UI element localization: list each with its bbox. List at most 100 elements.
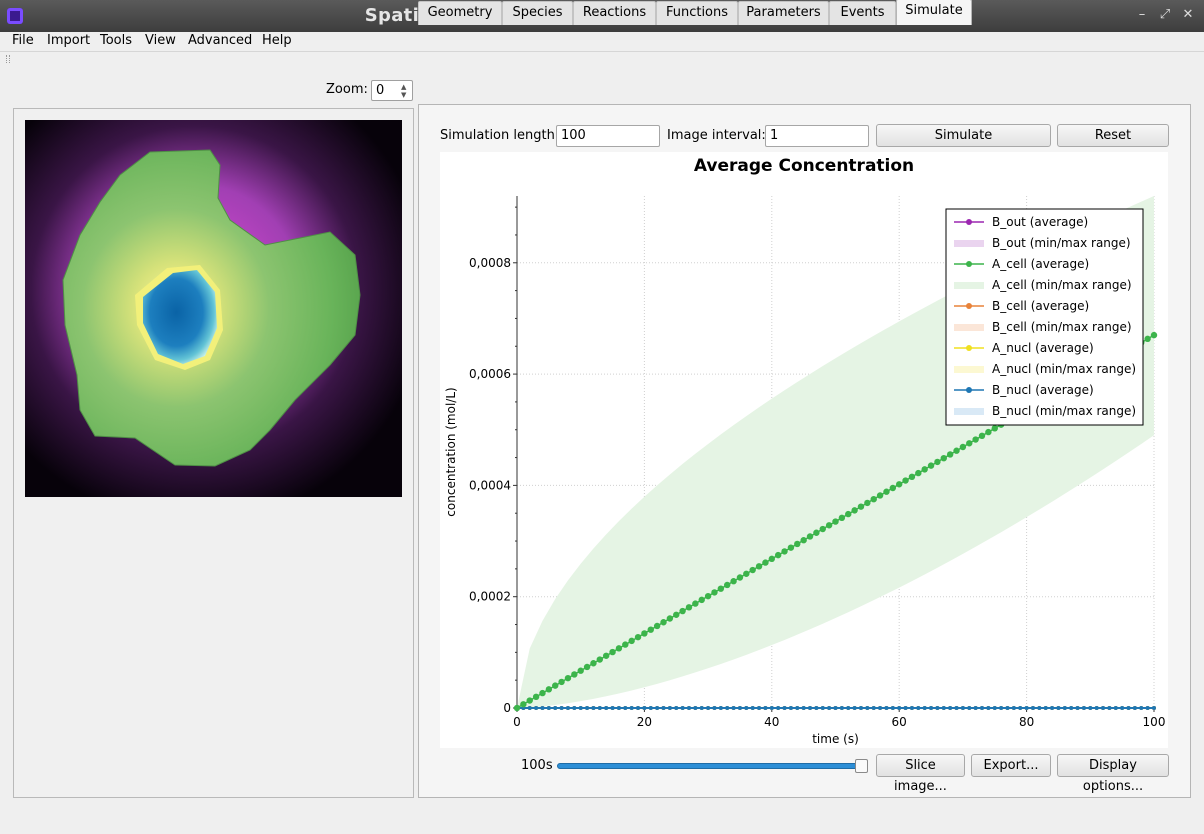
legend-entry: B_out (min/max range): [992, 236, 1131, 250]
image-interval-input[interactable]: 1: [765, 125, 869, 147]
slider-track[interactable]: [557, 763, 861, 769]
close-icon[interactable]: ✕: [1182, 7, 1194, 22]
menu-bar: File Import Tools View Advanced Help: [0, 32, 1204, 51]
data-point: [858, 706, 863, 710]
menu-file[interactable]: File: [12, 33, 34, 48]
data-point: [564, 674, 572, 682]
legend-entry: B_cell (average): [992, 299, 1089, 313]
data-point: [699, 706, 704, 710]
tab-events[interactable]: Events: [829, 1, 896, 25]
data-point: [787, 544, 795, 551]
data-point: [800, 537, 807, 544]
data-point: [972, 436, 979, 443]
geometry-image[interactable]: [25, 120, 402, 497]
data-point: [653, 622, 661, 630]
image-interval-label: Image interval:: [667, 128, 766, 143]
data-point: [1144, 335, 1151, 343]
spin-down-icon[interactable]: ▼: [401, 91, 407, 99]
tab-functions[interactable]: Functions: [656, 1, 738, 25]
spin-up-icon[interactable]: ▲: [401, 83, 407, 91]
data-point: [878, 706, 883, 710]
tab-simulate[interactable]: Simulate: [896, 0, 972, 25]
data-point: [513, 704, 521, 712]
data-point: [852, 706, 857, 710]
legend-entry: B_nucl (average): [992, 383, 1094, 397]
data-point: [616, 706, 621, 710]
data-point: [838, 514, 846, 522]
menu-tools[interactable]: Tools: [100, 33, 133, 48]
tab-reactions[interactable]: Reactions: [573, 1, 656, 25]
toolbar-grip-icon[interactable]: [6, 55, 10, 63]
data-point: [642, 706, 647, 710]
data-point: [520, 701, 527, 708]
toolbar: [0, 51, 1204, 65]
restore-icon[interactable]: ⤢: [1159, 7, 1171, 22]
data-point: [622, 641, 629, 648]
menu-import[interactable]: Import: [47, 33, 91, 48]
legend-entry: B_cell (min/max range): [992, 320, 1132, 334]
data-point: [539, 689, 546, 697]
y-tick-label: 0,0006: [469, 367, 511, 381]
display-options-button[interactable]: Display options...: [1057, 754, 1169, 794]
data-point: [590, 660, 597, 667]
data-point: [591, 706, 596, 710]
menu-advanced[interactable]: Advanced: [188, 33, 253, 48]
x-tick-label: 0: [513, 715, 521, 729]
legend-swatch-marker: [966, 261, 972, 267]
data-point: [661, 706, 666, 710]
concentration-plot[interactable]: Average Concentration 0 0,0002 0,0004 0,0006…: [440, 152, 1168, 748]
menu-help[interactable]: Help: [262, 33, 292, 48]
tab-geometry[interactable]: Geometry: [418, 1, 502, 25]
simulation-length-input[interactable]: 100: [556, 125, 660, 147]
data-point: [583, 663, 591, 671]
data-point: [1145, 706, 1150, 710]
time-slider[interactable]: [557, 759, 869, 773]
legend-swatch-marker: [966, 303, 972, 309]
data-point: [953, 447, 960, 454]
data-point: [934, 458, 941, 466]
y-tick-label: 0,0004: [469, 478, 511, 492]
geometry-image-panel: [13, 108, 414, 798]
tab-species[interactable]: Species: [502, 1, 573, 25]
tab-parameters[interactable]: Parameters: [738, 1, 829, 25]
reset-button[interactable]: Reset: [1057, 124, 1169, 147]
data-point: [743, 570, 750, 577]
data-point: [813, 529, 820, 536]
slice-image-button[interactable]: Slice image...: [876, 754, 965, 794]
data-point: [890, 706, 895, 710]
data-point: [629, 706, 634, 710]
data-point: [628, 637, 635, 645]
slider-handle[interactable]: [855, 759, 868, 773]
legend-entry: A_cell (min/max range): [992, 278, 1132, 292]
data-point: [897, 706, 902, 710]
data-point: [609, 648, 616, 656]
data-point: [718, 706, 723, 710]
x-tick-label: 100: [1143, 715, 1166, 729]
export-button[interactable]: Export...: [971, 754, 1051, 777]
data-point: [737, 706, 742, 710]
menu-view[interactable]: View: [145, 33, 176, 48]
data-point: [597, 706, 602, 710]
data-point: [559, 706, 564, 710]
data-point: [686, 706, 691, 710]
data-point: [636, 706, 641, 710]
minimize-icon[interactable]: –: [1138, 7, 1146, 22]
data-point: [935, 706, 940, 710]
data-point: [610, 706, 615, 710]
data-point: [604, 706, 609, 710]
data-point: [801, 706, 806, 710]
data-point: [731, 706, 736, 710]
data-point: [833, 706, 838, 710]
data-point: [973, 706, 978, 710]
data-point: [534, 706, 539, 710]
simulate-button[interactable]: Simulate: [876, 124, 1051, 147]
zoom-label: Zoom:: [326, 82, 368, 97]
data-point: [750, 706, 755, 710]
zoom-value[interactable]: 0: [376, 83, 385, 98]
legend-entry: B_out (average): [992, 215, 1088, 229]
data-point: [1018, 706, 1023, 710]
data-point: [903, 706, 908, 710]
data-point: [992, 706, 997, 710]
x-tick-label: 40: [764, 715, 779, 729]
zoom-spinbox[interactable]: 0 ▲ ▼: [371, 80, 413, 101]
